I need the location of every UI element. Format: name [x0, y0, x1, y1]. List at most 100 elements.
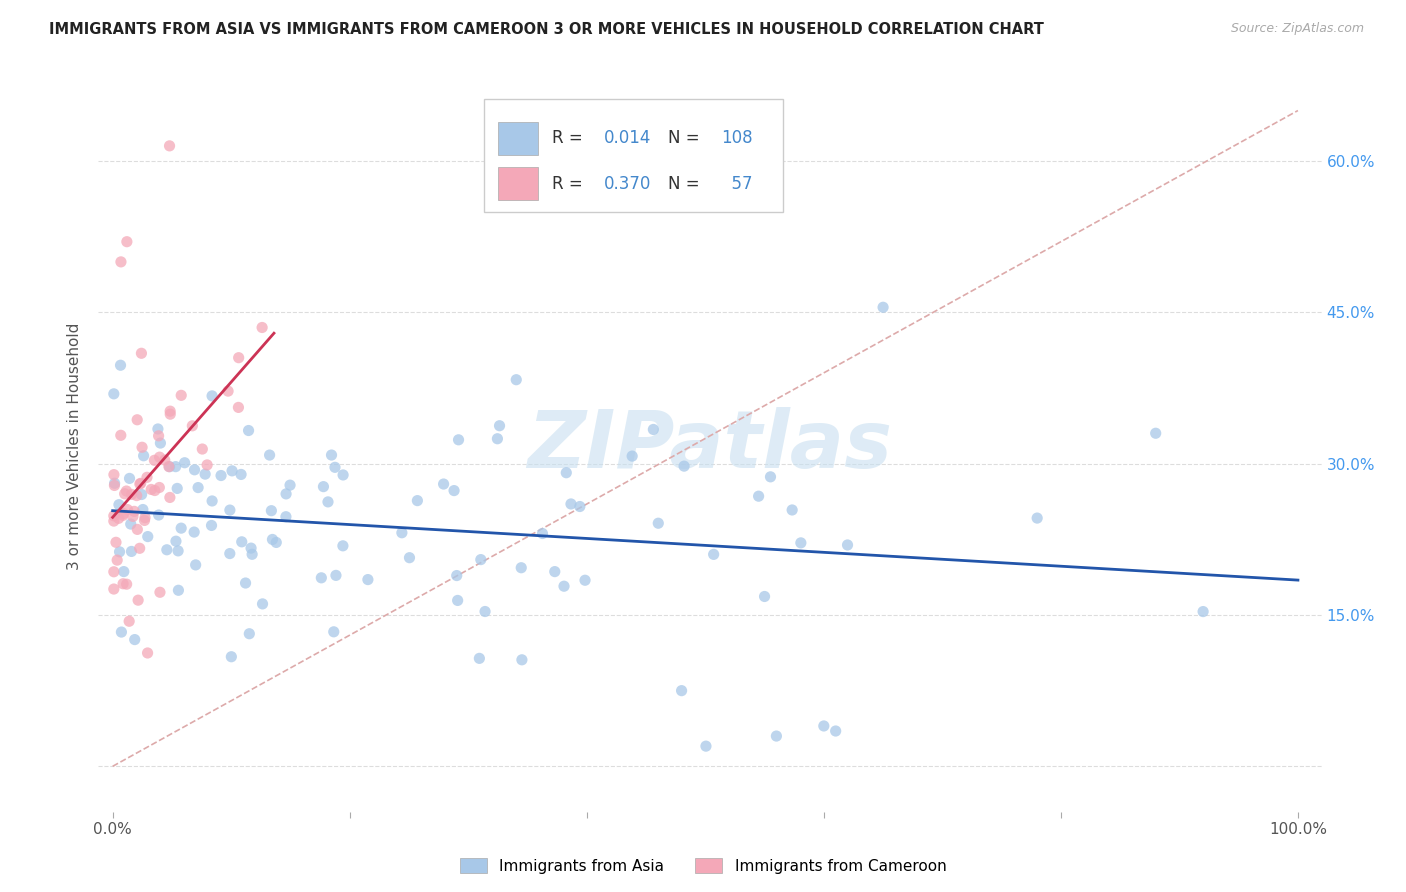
Text: IMMIGRANTS FROM ASIA VS IMMIGRANTS FROM CAMEROON 3 OR MORE VEHICLES IN HOUSEHOLD: IMMIGRANTS FROM ASIA VS IMMIGRANTS FROM …	[49, 22, 1045, 37]
Point	[110, 625, 132, 640]
Point	[813, 719, 835, 733]
Point	[184, 558, 207, 572]
Point	[165, 459, 187, 474]
Point	[167, 544, 190, 558]
Point	[278, 478, 301, 492]
Point	[446, 568, 468, 582]
Point	[510, 653, 533, 667]
Point	[238, 424, 260, 438]
Point	[357, 573, 380, 587]
Point	[321, 448, 343, 462]
Point	[1192, 605, 1215, 619]
Point	[332, 467, 354, 482]
Point	[104, 535, 127, 549]
Point	[118, 471, 141, 485]
Point	[183, 463, 205, 477]
Point	[824, 724, 846, 739]
Point	[122, 509, 145, 524]
Point	[148, 508, 170, 522]
Point	[555, 466, 578, 480]
Point	[643, 422, 665, 436]
Point	[218, 503, 240, 517]
Point	[406, 493, 429, 508]
Point	[115, 483, 138, 498]
Point	[110, 428, 132, 442]
Point	[240, 541, 263, 555]
Point	[748, 489, 770, 503]
Point	[107, 511, 129, 525]
Point	[312, 480, 335, 494]
Point	[187, 481, 209, 495]
Point	[124, 632, 146, 647]
Point	[159, 407, 181, 421]
Text: N =: N =	[668, 129, 706, 147]
Point	[647, 516, 669, 531]
Point	[259, 448, 281, 462]
Point	[127, 413, 149, 427]
Point	[238, 626, 260, 640]
Point	[148, 429, 170, 443]
Point	[673, 459, 696, 474]
Point	[112, 508, 135, 523]
Point	[131, 487, 153, 501]
Point	[574, 574, 596, 588]
Point	[103, 467, 125, 482]
Point	[159, 491, 181, 505]
Point	[759, 470, 782, 484]
Point	[136, 530, 159, 544]
Point	[323, 460, 346, 475]
Point	[231, 534, 253, 549]
Point	[108, 545, 131, 559]
Point	[136, 470, 159, 484]
Point	[221, 464, 243, 478]
FancyBboxPatch shape	[484, 99, 783, 212]
Point	[181, 418, 204, 433]
Point	[105, 553, 128, 567]
Point	[488, 418, 510, 433]
Point	[148, 481, 170, 495]
Point	[765, 729, 787, 743]
Point	[486, 432, 509, 446]
Point	[872, 300, 894, 314]
Text: 0.370: 0.370	[603, 175, 651, 193]
Point	[780, 503, 803, 517]
Text: R =: R =	[553, 175, 588, 193]
Point	[149, 585, 172, 599]
Text: 0.014: 0.014	[603, 129, 651, 147]
Point	[146, 422, 169, 436]
Text: ZIPatlas: ZIPatlas	[527, 407, 893, 485]
Point	[201, 494, 224, 508]
Legend: Immigrants from Asia, Immigrants from Cameroon: Immigrants from Asia, Immigrants from Ca…	[454, 852, 952, 880]
Point	[129, 476, 152, 491]
Point	[153, 453, 176, 467]
Point	[262, 533, 284, 547]
Point	[621, 449, 644, 463]
Point	[115, 235, 138, 249]
Point	[132, 502, 155, 516]
Point	[110, 358, 132, 372]
Point	[229, 467, 252, 482]
Point	[217, 384, 239, 398]
Point	[110, 255, 132, 269]
Point	[120, 517, 142, 532]
Point	[143, 453, 166, 467]
Point	[159, 459, 181, 474]
Point	[134, 513, 156, 527]
Point	[754, 590, 776, 604]
Point	[332, 539, 354, 553]
Point	[260, 504, 283, 518]
Point	[118, 614, 141, 628]
Point	[560, 497, 582, 511]
Point	[221, 649, 243, 664]
Point	[200, 518, 222, 533]
Point	[695, 739, 717, 753]
Point	[325, 568, 347, 582]
Point	[474, 605, 496, 619]
Bar	[498, 167, 537, 200]
Point	[167, 583, 190, 598]
Point	[447, 433, 470, 447]
Point	[134, 510, 156, 524]
Point	[837, 538, 859, 552]
Point	[505, 373, 527, 387]
Point	[114, 487, 136, 501]
